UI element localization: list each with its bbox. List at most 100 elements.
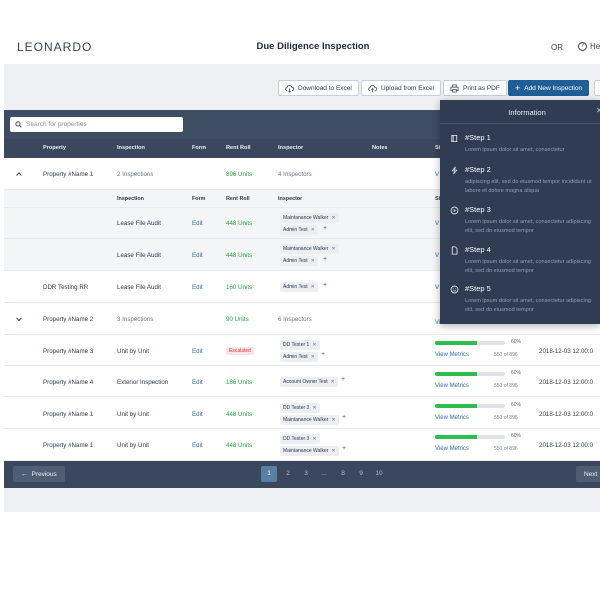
tag-label: Maintanance Walker bbox=[283, 246, 329, 252]
edit-form-link[interactable]: Edit bbox=[192, 252, 203, 259]
inspection-date: 2018-12-03 12:00:0 bbox=[539, 411, 594, 418]
remove-tag-icon[interactable]: ✕ bbox=[331, 246, 336, 252]
col-form[interactable]: Form bbox=[192, 145, 206, 151]
info-step: #Step 4 Lorem ipsum dolor sit amet, conse… bbox=[448, 245, 598, 281]
book-icon bbox=[451, 134, 458, 143]
chevron-down-icon[interactable] bbox=[15, 315, 23, 323]
progress-fill bbox=[435, 435, 477, 439]
view-metrics-link[interactable]: View Metrics bbox=[435, 352, 469, 358]
table-row[interactable]: Property #Name 1 Unit by Unit Edit 448 Unit… bbox=[4, 429, 600, 461]
previous-button[interactable]: ← Previous bbox=[13, 466, 65, 482]
previous-label: Previous bbox=[31, 470, 57, 478]
inspection-type: Unit by Unit bbox=[117, 411, 149, 418]
edit-form-link[interactable]: Edit bbox=[192, 411, 203, 418]
page-9[interactable]: 9 bbox=[359, 470, 363, 477]
view-metrics-link[interactable]: View Metrics bbox=[435, 446, 469, 452]
inspection-type: Unit by Unit bbox=[117, 442, 149, 449]
property-name: Property #Name 4 bbox=[43, 379, 94, 386]
page-3[interactable]: 3 bbox=[304, 470, 308, 477]
add-inspector-icon[interactable]: + bbox=[323, 256, 328, 263]
view-metrics-link[interactable]: View Metrics bbox=[435, 415, 469, 421]
page-ellipsis: ... bbox=[321, 470, 327, 477]
rent-roll-units: 896 Units bbox=[226, 171, 253, 178]
step-description: Lorem ipsum dolor sit amet, consectetur … bbox=[465, 298, 591, 313]
col-rent-roll[interactable]: Rent Roll bbox=[226, 145, 251, 151]
help-button[interactable]: ? Hel bbox=[578, 42, 600, 51]
page-2[interactable]: 2 bbox=[286, 470, 290, 477]
remove-tag-icon[interactable]: ✕ bbox=[331, 448, 336, 454]
remove-tag-icon[interactable]: ✕ bbox=[310, 227, 315, 233]
inspector-tag: Maintanance Walker ✕ bbox=[280, 446, 339, 456]
view-metrics-link[interactable]: View Metrics bbox=[435, 383, 469, 389]
units-progress: 550 of 896 bbox=[494, 352, 518, 358]
remove-tag-icon[interactable]: ✕ bbox=[330, 379, 335, 385]
inspection-type: Lease File Audit bbox=[117, 252, 162, 259]
arrow-left-icon: ← bbox=[21, 470, 28, 478]
inspector-tag: Admin Test ✕ bbox=[280, 352, 318, 362]
edit-form-link[interactable]: Edit bbox=[192, 348, 203, 355]
add-inspector-icon[interactable]: + bbox=[323, 225, 328, 232]
inspector-tag: DD Tester 3 ✕ bbox=[280, 403, 320, 413]
sub-col-form: Form bbox=[192, 196, 206, 202]
status-badge: Escalated bbox=[226, 347, 254, 355]
upload-excel-button[interactable]: Upload from Excel bbox=[361, 80, 442, 96]
info-step: #Step 3 Lorem ipsum dolor sit amet, conse… bbox=[448, 205, 598, 241]
remove-tag-icon[interactable]: ✕ bbox=[310, 284, 315, 290]
table-row[interactable]: Property #Name 4 Exterior Inspection Edit 1… bbox=[4, 366, 600, 397]
page-title: Due Diligence Inspection bbox=[256, 41, 370, 52]
add-inspection-button[interactable]: + Add New Inspection bbox=[508, 80, 590, 96]
search-input[interactable]: Search for properties bbox=[10, 117, 183, 132]
add-inspector-icon[interactable]: + bbox=[341, 376, 346, 383]
add-inspection-label: Add New Inspection bbox=[524, 84, 583, 92]
printer-icon bbox=[450, 84, 459, 92]
page-1[interactable]: 1 bbox=[261, 466, 277, 482]
close-icon[interactable]: ✕ bbox=[596, 106, 600, 115]
chevron-up-icon[interactable] bbox=[15, 170, 23, 178]
remove-tag-icon[interactable]: ✕ bbox=[312, 342, 317, 348]
sub-col-rent-roll: Rent Roll bbox=[226, 196, 250, 202]
edit-form-link[interactable]: Edit bbox=[192, 284, 203, 291]
page-8[interactable]: 8 bbox=[341, 470, 345, 477]
edit-form-link[interactable]: Edit bbox=[192, 379, 203, 386]
user-menu[interactable]: OR bbox=[551, 43, 563, 52]
col-inspector[interactable]: Inspector bbox=[278, 145, 304, 151]
remove-tag-icon[interactable]: ✕ bbox=[331, 417, 336, 423]
logo: LEONARDO bbox=[17, 40, 93, 54]
inspector-tag: Admin Test ✕ bbox=[280, 282, 318, 292]
remove-tag-icon[interactable]: ✕ bbox=[312, 436, 317, 442]
tag-label: Admin Test bbox=[283, 284, 308, 290]
info-step: #Step 1 Lorem ipsum dolor sit amet, conse… bbox=[448, 133, 598, 169]
col-status[interactable]: St bbox=[435, 145, 441, 151]
remove-tag-icon[interactable]: ✕ bbox=[312, 405, 317, 411]
print-pdf-button[interactable]: Print as PDF bbox=[443, 80, 507, 96]
download-excel-button[interactable]: Download to Excel bbox=[278, 80, 359, 96]
table-row[interactable]: Property #Name 3 Unit by Unit Edit Escalate… bbox=[4, 335, 600, 366]
col-notes[interactable]: Notes bbox=[372, 145, 388, 151]
add-inspector-icon[interactable]: + bbox=[342, 445, 347, 452]
inspector-tag: Admin Test ✕ bbox=[280, 225, 318, 235]
units-progress: 550 of 896 bbox=[494, 446, 518, 452]
inspector-tag: Maintanance Walker ✕ bbox=[280, 415, 339, 425]
remove-tag-icon[interactable]: ✕ bbox=[331, 215, 336, 221]
add-inspector-icon[interactable]: + bbox=[323, 282, 328, 289]
col-inspection[interactable]: Inspection bbox=[117, 145, 145, 151]
inspection-type: Lease File Audit bbox=[117, 220, 162, 227]
next-button[interactable]: Next bbox=[576, 466, 600, 482]
progress-percent: 60% bbox=[511, 402, 522, 408]
tag-label: Maintanance Walker bbox=[283, 417, 329, 423]
tag-label: Account Owner Test bbox=[283, 379, 328, 385]
edit-form-link[interactable]: Edit bbox=[192, 220, 203, 227]
next-label: Next bbox=[584, 470, 598, 478]
tag-label: DD Tester 3 bbox=[283, 436, 310, 442]
add-inspector-icon[interactable]: + bbox=[342, 414, 347, 421]
page-10[interactable]: 10 bbox=[375, 470, 383, 477]
progress-bar bbox=[435, 404, 505, 408]
tag-label: Admin Test bbox=[283, 258, 308, 264]
table-row[interactable]: Property #Name 1 Unit by Unit Edit 448 Unit… bbox=[4, 398, 600, 429]
col-property[interactable]: Property bbox=[43, 145, 67, 151]
remove-tag-icon[interactable]: ✕ bbox=[310, 354, 315, 360]
add-inspector-icon[interactable]: + bbox=[321, 351, 326, 358]
remove-tag-icon[interactable]: ✕ bbox=[310, 258, 315, 264]
more-button[interactable] bbox=[594, 80, 600, 96]
edit-form-link[interactable]: Edit bbox=[192, 442, 203, 449]
